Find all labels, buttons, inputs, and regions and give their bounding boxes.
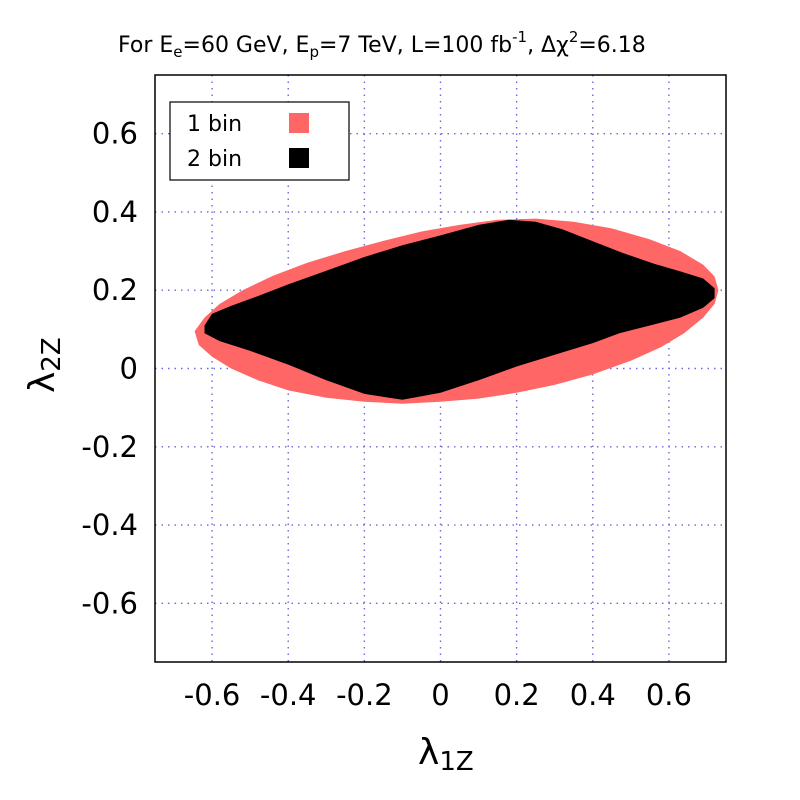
x-tick-label-5: 0.4: [570, 678, 616, 712]
x-tick-label-2: -0.2: [336, 678, 393, 712]
legend: 1 bin 2 bin: [169, 101, 350, 181]
contour-regions: [194, 218, 719, 404]
x-tick-label-3: 0: [431, 678, 449, 712]
tick-labels: -0.6 -0.4 -0.2 0 0.2 0.4 0.6 0.6 0.4 0.2 0 -0.2 -0.4…: [81, 117, 692, 712]
x-tick-label-6: 0.6: [646, 678, 692, 712]
legend-box: [169, 101, 350, 181]
y-tick-label-2: 0.2: [92, 273, 138, 307]
y-tick-label-4: -0.2: [81, 430, 138, 464]
x-axis-label: λ1Z: [418, 732, 474, 777]
x-tick-label-1: -0.4: [260, 678, 317, 712]
legend-label-2bin: 2 bin: [187, 147, 242, 172]
plot-frame: [154, 74, 727, 663]
legend-swatch-1bin: [289, 113, 309, 133]
y-tick-label-3: 0: [120, 352, 138, 386]
y-tick-label-0: 0.6: [92, 117, 138, 151]
y-tick-label-6: -0.6: [81, 586, 138, 620]
region-2-bin: [204, 219, 715, 400]
x-tick-label-0: -0.6: [184, 678, 241, 712]
legend-swatch-2bin: [289, 148, 309, 168]
y-tick-label-5: -0.4: [81, 508, 138, 542]
y-axis-label: λ2Z: [22, 337, 67, 393]
y-tick-label-1: 0.4: [92, 195, 138, 229]
chart-title: For Ee=60 GeV, Ep=7 TeV, L=100 fb-1, Δχ2…: [118, 28, 646, 61]
x-tick-label-4: 0.2: [494, 678, 540, 712]
legend-label-1bin: 1 bin: [187, 112, 242, 137]
